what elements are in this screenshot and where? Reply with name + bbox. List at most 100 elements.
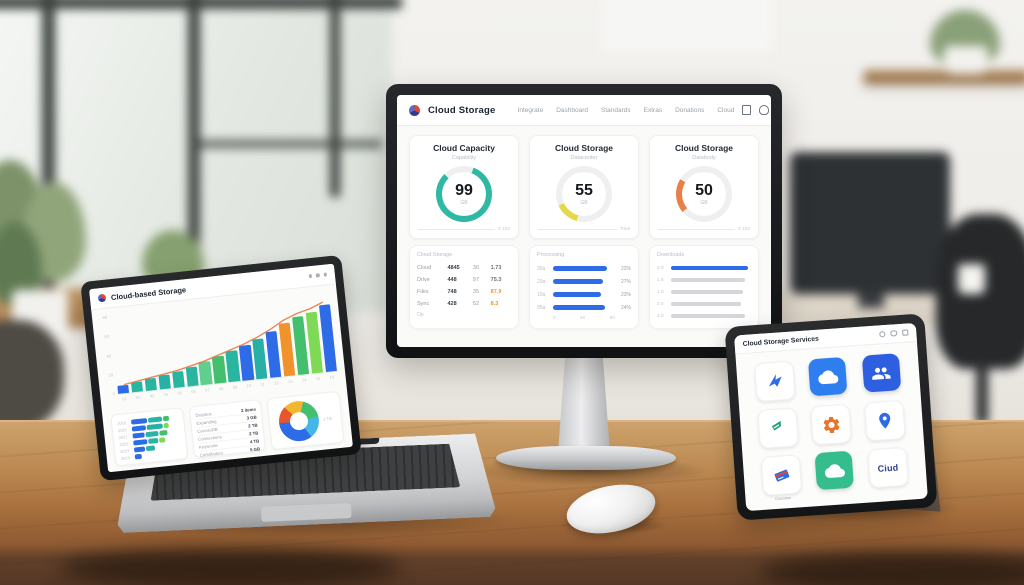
bell-icon[interactable] bbox=[890, 329, 898, 337]
bar-value: 23% bbox=[620, 291, 631, 298]
app-tile[interactable] bbox=[757, 407, 800, 450]
nav-menu: Integrate Dashboard Standards Extras Donatio… bbox=[518, 107, 735, 114]
x-tick: 12 bbox=[274, 380, 279, 386]
app-tile[interactable] bbox=[861, 353, 902, 394]
dot-icon[interactable] bbox=[308, 274, 313, 279]
bar-list: 2.0 1.5 1.0 2.5 4.0 bbox=[657, 262, 751, 322]
cloud-tile[interactable] bbox=[808, 356, 848, 397]
x-tick: 08 bbox=[218, 385, 224, 392]
nav-item[interactable]: Standards bbox=[601, 106, 631, 114]
gauge-value: 99 bbox=[455, 181, 473, 199]
dot-icon[interactable] bbox=[323, 272, 327, 277]
downloads-panel[interactable]: Downloads 2.0 1.5 1.0 2.5 4.0 bbox=[649, 245, 759, 329]
bar-chart: 80 60 40 20 0 01 02 03 04 05 06 07 08 09 10 11 12 13 14 15… bbox=[102, 289, 339, 407]
monitor-base bbox=[496, 446, 676, 470]
laptop-screen: Cloud-based Storage 80 60 40 20 0 01 02 03 04 05… bbox=[89, 263, 353, 473]
table-cell: 87.9 bbox=[490, 289, 502, 295]
detail-label: Keywords bbox=[198, 442, 218, 450]
segment bbox=[133, 446, 146, 453]
pin-tile[interactable] bbox=[863, 399, 906, 442]
bar-fill bbox=[553, 305, 605, 310]
gauge-value: 50 bbox=[695, 181, 713, 199]
laptop: Cloud-based Storage 80 60 40 20 0 01 02 03 04 05… bbox=[80, 254, 362, 482]
detail-value: 2 items bbox=[240, 406, 257, 414]
gauge-ring: 55 GB bbox=[556, 166, 612, 222]
nav-item[interactable]: Dashboard bbox=[556, 106, 589, 114]
table-cell: 8.3 bbox=[490, 301, 499, 307]
app-tile[interactable] bbox=[863, 399, 906, 442]
table-cell: 448 bbox=[447, 277, 457, 283]
table-cell: 1.73 bbox=[490, 265, 502, 271]
bell-icon[interactable] bbox=[759, 105, 770, 115]
window-frame bbox=[0, 0, 402, 9]
search-icon[interactable] bbox=[878, 330, 886, 338]
app-title: Cloud Storage bbox=[428, 104, 496, 116]
bar-row: 1.5 bbox=[657, 274, 751, 286]
gauge-cards-row: Cloud Capacity Capability 99 GB 0 100 Clo… bbox=[397, 126, 771, 245]
tablet-screen: Cloud Storage Services Coonime Ciud bbox=[734, 322, 928, 512]
window-frame bbox=[188, 0, 200, 312]
users-tile[interactable] bbox=[861, 353, 902, 393]
gauge-card-storage-1[interactable]: Cloud Storage Datacenter 55 GB Total bbox=[529, 135, 639, 239]
segment bbox=[146, 445, 155, 451]
x-tick: 15 bbox=[315, 375, 321, 382]
axis-tick: 80 bbox=[609, 316, 615, 321]
app-tile[interactable]: Ciud bbox=[867, 446, 909, 495]
bar-label: 05a bbox=[537, 304, 546, 311]
table-cell: 52 bbox=[472, 301, 480, 307]
bar-track bbox=[671, 313, 751, 319]
nav-item[interactable]: Extras bbox=[643, 106, 663, 114]
stacked-bars-panel[interactable]: 2019 2020 2021 2022 2023 2024 bbox=[110, 407, 188, 467]
nav-item[interactable]: Donations bbox=[675, 106, 705, 114]
bar-row: 4.0 bbox=[657, 310, 751, 322]
app-tile[interactable] bbox=[810, 403, 853, 446]
app-tile[interactable]: Coonime bbox=[760, 454, 803, 502]
cloud-tile[interactable] bbox=[814, 450, 855, 491]
bar-label: 1.5 bbox=[657, 277, 664, 283]
bar-row: 2.0 bbox=[657, 262, 751, 274]
header-icons bbox=[742, 105, 771, 115]
bars-panel[interactable]: Processing 30a 22% 20a 27% 10a 23% 05a 24% 0 40 8… bbox=[529, 245, 639, 329]
donut-panel[interactable]: 2 TB bbox=[266, 390, 345, 451]
chart-bar bbox=[117, 384, 130, 394]
flag-tile[interactable] bbox=[757, 407, 800, 450]
chart-bar bbox=[185, 366, 199, 387]
background-chair bbox=[0, 320, 64, 430]
card-subtitle: Capability bbox=[451, 155, 477, 161]
gauge-card-storage-2[interactable]: Cloud Storage Databody 50 GB 0 100 bbox=[649, 135, 759, 239]
table-cell: 4845 bbox=[447, 265, 460, 271]
share-icon[interactable] bbox=[901, 329, 909, 337]
table-cell: Cloud bbox=[417, 265, 432, 271]
gauge-value: 55 bbox=[575, 181, 593, 199]
details-panel[interactable]: Dropbox 2 items Expanding 3 GB CanvasDB 2 TB C… bbox=[188, 399, 267, 460]
nav-item[interactable]: Cloud bbox=[717, 106, 735, 114]
bar-row: 10a 23% bbox=[537, 288, 631, 301]
monitor-screen: Cloud Storage Integrate Dashboard Standard… bbox=[397, 95, 771, 347]
table-panel[interactable]: Cloud Storage Cloud 4845 30 1.73 Drive 448 97 7… bbox=[409, 245, 519, 329]
y-tick: 40 bbox=[106, 352, 112, 359]
app-header: Cloud Storage Integrate Dashboard Standard… bbox=[397, 95, 771, 126]
laptop-trackpad[interactable] bbox=[261, 503, 352, 522]
app-tile[interactable] bbox=[754, 360, 796, 403]
bar-fill bbox=[671, 301, 742, 307]
app-tile[interactable] bbox=[808, 356, 848, 398]
header-icons bbox=[878, 329, 909, 338]
card-tile[interactable] bbox=[760, 454, 803, 496]
app-tile[interactable] bbox=[814, 450, 855, 498]
paper-plane-tile[interactable] bbox=[754, 360, 796, 403]
grid-icon[interactable] bbox=[742, 105, 752, 115]
chart-bar bbox=[171, 370, 185, 389]
bar-track bbox=[553, 305, 613, 310]
wordmark-tile[interactable]: Ciud bbox=[867, 446, 909, 489]
dot-icon[interactable] bbox=[315, 273, 320, 278]
donut-chart bbox=[277, 399, 322, 444]
gauge-unit: GB bbox=[700, 199, 708, 206]
nav-item[interactable]: Integrate bbox=[517, 106, 544, 114]
table-row: Files 748 35 87.9 bbox=[417, 286, 511, 298]
gauge-card-capacity[interactable]: Cloud Capacity Capability 99 GB 0 100 bbox=[409, 135, 519, 239]
window-frame bbox=[197, 140, 382, 148]
gear-tile[interactable] bbox=[810, 403, 853, 446]
footer-label: 0 100 bbox=[737, 227, 750, 232]
window-frame bbox=[330, 0, 340, 197]
